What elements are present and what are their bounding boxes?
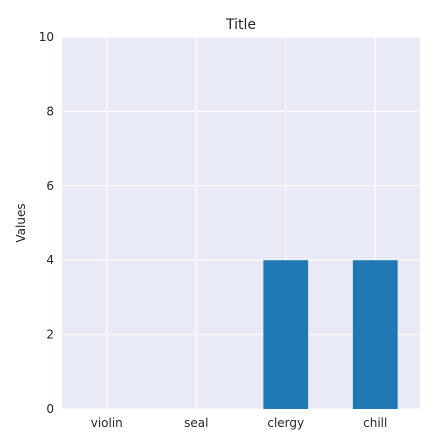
y-axis-ticks: 0 2 4 6 8 10 bbox=[39, 30, 54, 416]
y-tick-label: 4 bbox=[46, 253, 54, 267]
x-axis-ticks: violin seal clergy chill bbox=[91, 416, 388, 430]
chart-title: Title bbox=[225, 17, 256, 33]
bars bbox=[263, 260, 398, 409]
bar-clergy bbox=[263, 260, 309, 409]
y-tick-label: 10 bbox=[39, 30, 54, 44]
x-tick-label: seal bbox=[184, 416, 208, 430]
y-axis-title: Values bbox=[14, 203, 28, 242]
x-tick-label: violin bbox=[91, 416, 123, 430]
bar-chill bbox=[352, 260, 398, 409]
y-tick-label: 0 bbox=[46, 402, 54, 416]
y-tick-label: 6 bbox=[46, 179, 54, 193]
y-tick-label: 8 bbox=[46, 104, 54, 118]
x-tick-label: clergy bbox=[267, 416, 304, 430]
x-tick-label: chill bbox=[363, 416, 387, 430]
y-tick-label: 2 bbox=[46, 328, 54, 342]
